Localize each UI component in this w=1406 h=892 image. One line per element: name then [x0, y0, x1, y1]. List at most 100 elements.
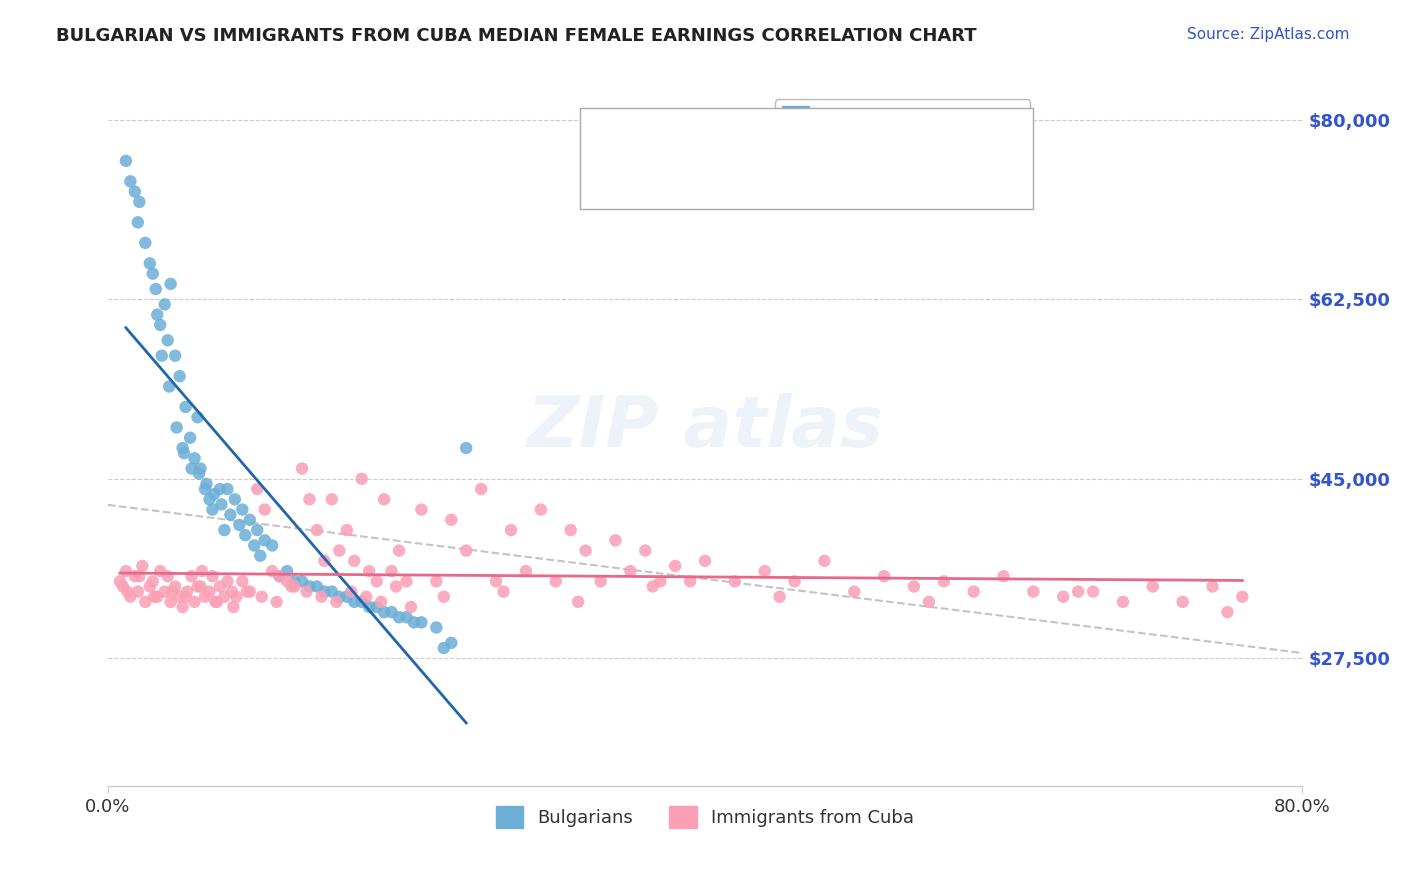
Point: [325, 595, 347, 609]
Point: [120, 174, 142, 188]
Point: [186, 410, 208, 425]
Point: [769, 590, 792, 604]
Text: ZIP atlas: ZIP atlas: [526, 393, 883, 462]
Point: [225, 590, 247, 604]
Point: [217, 482, 239, 496]
Point: [641, 579, 664, 593]
Point: [634, 543, 657, 558]
Point: [188, 467, 211, 481]
Point: [156, 334, 179, 348]
Point: [195, 477, 218, 491]
Point: [111, 579, 134, 593]
Point: [194, 590, 217, 604]
Point: [1232, 590, 1254, 604]
Point: [174, 590, 197, 604]
Point: [198, 584, 221, 599]
Point: [134, 235, 156, 250]
Point: [134, 595, 156, 609]
Point: [932, 574, 955, 589]
Point: [239, 513, 262, 527]
Point: [169, 590, 191, 604]
Point: [291, 574, 314, 589]
Point: [176, 584, 198, 599]
Point: [844, 584, 866, 599]
Point: [246, 523, 269, 537]
Point: [328, 543, 350, 558]
Point: [262, 564, 284, 578]
Point: [276, 564, 298, 578]
Point: [233, 528, 256, 542]
Point: [160, 584, 183, 599]
Point: [124, 185, 146, 199]
Point: [190, 579, 212, 593]
Text: Source: ZipAtlas.com: Source: ZipAtlas.com: [1187, 27, 1350, 42]
Point: [250, 590, 273, 604]
Point: [298, 492, 321, 507]
Point: [205, 595, 228, 609]
Point: [440, 513, 463, 527]
Point: [179, 431, 201, 445]
Point: [395, 574, 418, 589]
Point: [201, 502, 224, 516]
Point: [1142, 579, 1164, 593]
Point: [209, 497, 232, 511]
Point: [295, 584, 318, 599]
Point: [231, 574, 253, 589]
Point: [754, 564, 776, 578]
Point: [963, 584, 986, 599]
FancyBboxPatch shape: [579, 108, 1033, 209]
Point: [388, 543, 411, 558]
Point: [208, 482, 231, 496]
Point: [813, 554, 835, 568]
Point: [280, 579, 302, 593]
Point: [328, 590, 350, 604]
Point: [515, 564, 537, 578]
Point: [180, 569, 202, 583]
Point: [366, 574, 388, 589]
Point: [139, 256, 162, 270]
Point: [305, 523, 328, 537]
Point: [1067, 584, 1090, 599]
Point: [120, 590, 142, 604]
Legend: Bulgarians, Immigrants from Cuba: Bulgarians, Immigrants from Cuba: [489, 798, 921, 835]
Point: [724, 574, 747, 589]
Point: [131, 558, 153, 573]
Point: [127, 584, 149, 599]
Point: [589, 574, 612, 589]
Point: [402, 615, 425, 630]
Point: [153, 584, 176, 599]
Point: [149, 564, 172, 578]
Point: [142, 267, 165, 281]
Point: [173, 446, 195, 460]
Point: [128, 569, 150, 583]
Point: [201, 569, 224, 583]
Point: [180, 461, 202, 475]
Point: [166, 420, 188, 434]
Point: [142, 574, 165, 589]
Point: [340, 584, 363, 599]
Point: [231, 502, 253, 516]
Point: [381, 564, 404, 578]
Point: [194, 482, 217, 496]
Point: [284, 579, 307, 593]
Point: [492, 584, 515, 599]
Point: [157, 379, 180, 393]
Point: [1081, 584, 1104, 599]
Point: [873, 569, 896, 583]
Point: [321, 584, 343, 599]
Point: [440, 636, 463, 650]
Point: [208, 579, 231, 593]
Point: [305, 579, 328, 593]
Point: [143, 590, 166, 604]
Point: [650, 574, 672, 589]
Point: [243, 538, 266, 552]
Point: [411, 615, 433, 630]
Point: [388, 610, 411, 624]
Point: [679, 574, 702, 589]
Point: [366, 599, 388, 614]
Point: [1112, 595, 1135, 609]
Point: [336, 590, 359, 604]
Point: [236, 584, 259, 599]
Point: [246, 482, 269, 496]
Point: [381, 605, 404, 619]
